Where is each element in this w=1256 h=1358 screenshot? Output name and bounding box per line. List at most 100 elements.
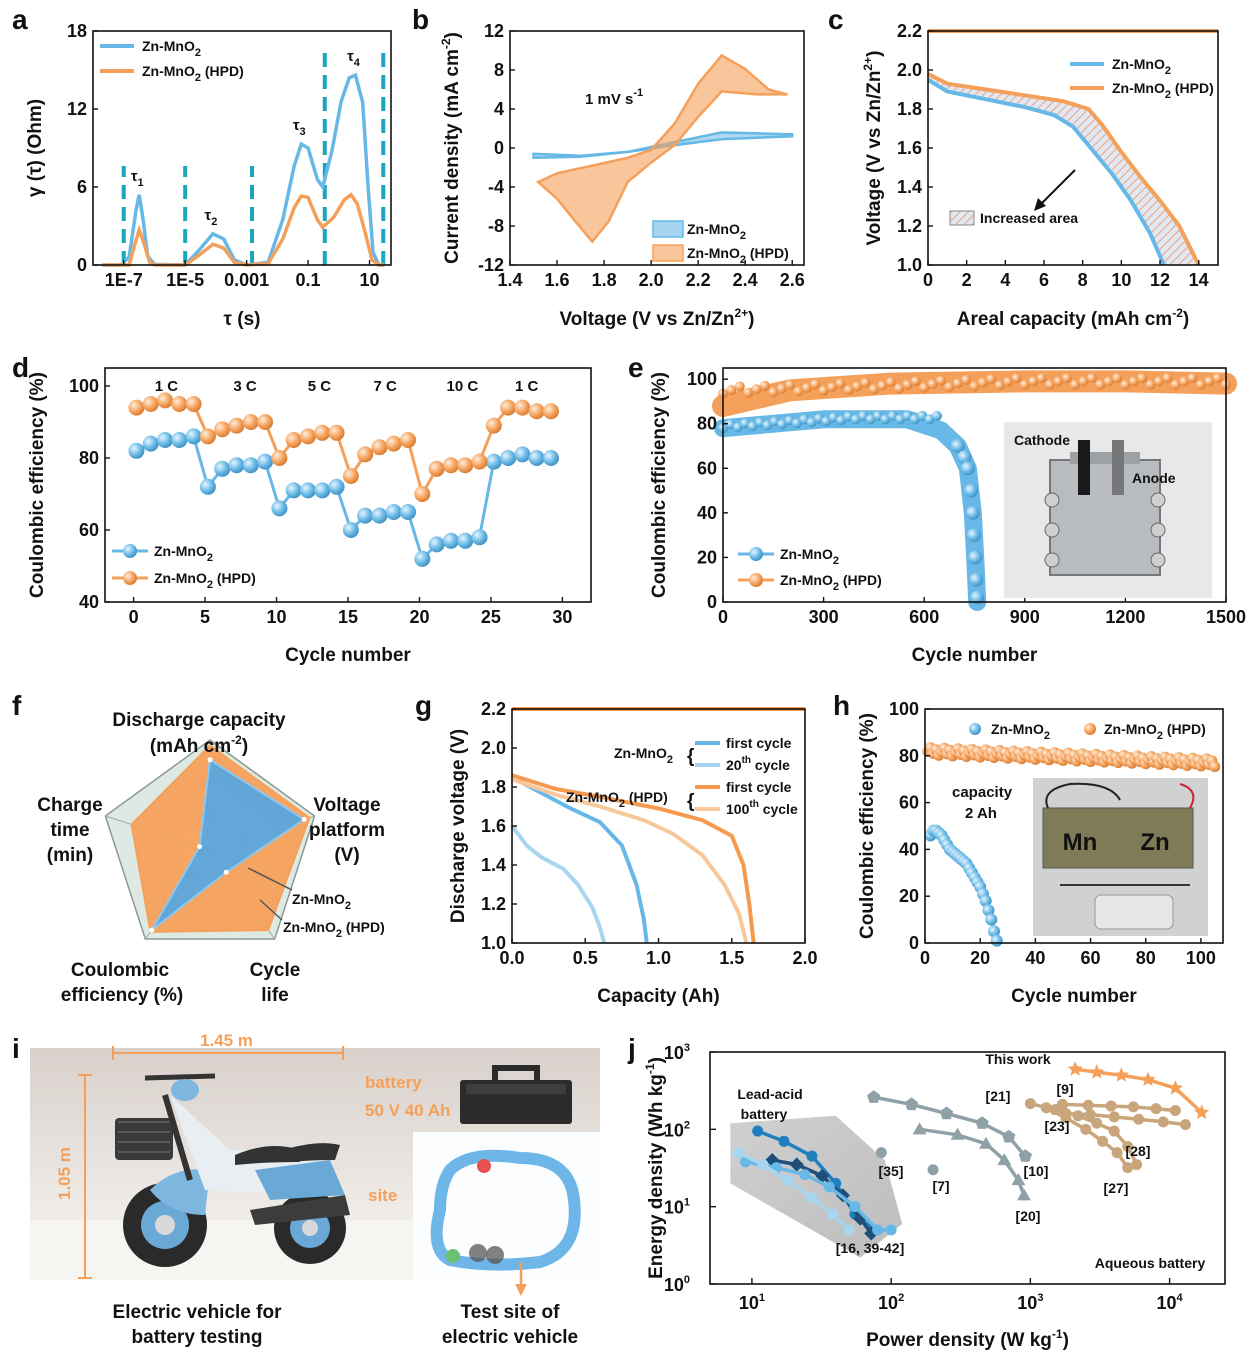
b-xtick-label: 1.4	[497, 270, 522, 290]
e-hpd-point	[885, 376, 896, 387]
d-plain-point	[371, 507, 388, 524]
j-point-diamond	[789, 1157, 804, 1172]
h-legend-hpd-marker	[1084, 723, 1096, 735]
a-axes-frame	[92, 30, 392, 266]
j-point-circle	[799, 1169, 811, 1181]
j-label-lead-acid-1: Lead-acid	[737, 1086, 802, 1102]
j-point-circle	[1024, 1098, 1036, 1110]
b-xtick-label: 2.6	[780, 270, 805, 290]
d-hpd-point	[385, 435, 402, 452]
caption-left-line2: battery testing	[132, 1327, 263, 1348]
h-wire-red	[1179, 783, 1195, 809]
b-series-hpd-loop	[535, 53, 788, 244]
j-point-circle	[875, 1147, 887, 1159]
e-hpd-point	[977, 377, 988, 388]
b-ytick-label: 0	[494, 138, 504, 158]
d-plain-point	[199, 478, 216, 495]
g-ytick-label: 2.0	[481, 738, 506, 758]
e-plain-point	[806, 417, 817, 428]
d-hpd-point	[128, 399, 145, 416]
e-inset-cathode: Cathode	[1014, 432, 1070, 448]
d-hpd-point	[271, 450, 288, 466]
h-xtick-label: 100	[1186, 948, 1216, 968]
j-point-pentagon	[1002, 1129, 1016, 1143]
d-legend-marker	[123, 571, 137, 585]
j-point-circle	[1084, 1109, 1096, 1121]
e-hpd-point	[1078, 376, 1089, 387]
a-xtick-label: 1E-5	[166, 270, 204, 290]
g-xtick-label: 0.5	[573, 948, 598, 968]
g-series-line-1	[510, 824, 607, 944]
g-xtick-label: 1.5	[719, 948, 744, 968]
e-cathode-plate	[1078, 440, 1090, 495]
b-legend-box	[652, 220, 684, 238]
h-plain-point	[987, 925, 1000, 938]
j-point-diamond	[815, 1168, 830, 1183]
j-point-circle	[872, 1224, 884, 1236]
g-legend-group-hpd: Zn-MnO2 (HPD)	[566, 789, 668, 810]
a-ytick-label: 0	[77, 255, 87, 275]
panel-j: 101 102 103 104 100 101 102 103 Power density (W…	[643, 1042, 1226, 1351]
e-hpd-point	[1153, 376, 1164, 387]
d-plain-point	[185, 428, 202, 445]
c-area-swatch	[949, 210, 975, 226]
j-point-circle	[823, 1181, 835, 1193]
e-hpd-point	[994, 380, 1005, 391]
c-ytick-label: 1.4	[897, 177, 922, 197]
g-legend-20th: 20th cycle	[726, 755, 790, 773]
e-hpd-point	[801, 382, 812, 393]
h-capacity-2: 2 Ah	[965, 805, 997, 822]
e-xtick-label: 1500	[1206, 607, 1246, 627]
c-legend-label: Zn-MnO2	[1112, 56, 1171, 77]
h-plain-point	[979, 894, 992, 907]
g-brace-hpd: {	[687, 791, 694, 812]
j-point-star	[1113, 1067, 1129, 1082]
a-ytick-label: 6	[77, 177, 87, 197]
h-ytick-label: 40	[899, 839, 919, 859]
d-rate-label: 5 C	[308, 378, 332, 395]
h-led-mn: Mn	[1063, 829, 1098, 856]
e-hpd-point	[1137, 373, 1148, 384]
e-bolt	[1150, 492, 1166, 508]
d-hpd-point	[257, 414, 274, 430]
e-hpd-point	[902, 379, 913, 390]
panel-letter-a: a	[12, 4, 28, 35]
a-xlabel: τ (s)	[224, 309, 261, 330]
e-legend-label: Zn-MnO2 (HPD)	[780, 572, 882, 593]
f-plain-vertex	[149, 927, 155, 933]
e-hpd-point	[877, 380, 888, 391]
e-hpd-point	[852, 381, 863, 392]
h-legend-hpd: Zn-MnO2 (HPD)	[1104, 721, 1206, 742]
caption-left-line1: Electric vehicle for	[113, 1302, 283, 1323]
d-plain-point	[242, 457, 259, 474]
d-plain-point	[157, 432, 174, 448]
a-ytick-label: 12	[67, 99, 87, 119]
d-hpd-point	[471, 453, 488, 470]
f-axis-cycle-2: life	[261, 985, 288, 1006]
e-hpd-point	[768, 387, 779, 398]
e-hpd-point	[818, 385, 829, 396]
h-inset-photo	[1033, 778, 1208, 936]
e-hpd-point	[826, 382, 837, 393]
battery-box-drawing	[460, 1065, 572, 1124]
e-hpd-point	[785, 379, 796, 390]
d-rate-label: 1 C	[155, 378, 179, 395]
j-point-circle	[843, 1224, 855, 1236]
j-xtick-label: 102	[878, 1292, 904, 1313]
e-legend-label: Zn-MnO2	[780, 546, 839, 567]
j-point-circle	[1111, 1147, 1123, 1159]
d-hpd-point	[428, 460, 445, 477]
e-plain-point	[791, 418, 802, 429]
j-point-pentagon	[1018, 1149, 1032, 1162]
panel-letter-i: i	[12, 1033, 20, 1064]
d-hpd-point	[457, 457, 474, 474]
f-axis-ce-2: efficiency (%)	[61, 985, 183, 1006]
j-ytick-label: 103	[664, 1042, 690, 1063]
e-plain-point	[931, 410, 942, 421]
f-pointer-plain	[247, 867, 293, 891]
h-ytick-label: 80	[899, 746, 919, 766]
e-hpd-point	[935, 375, 946, 386]
c-annotation-arrow	[1039, 169, 1076, 206]
c-xtick-label: 6	[1039, 270, 1049, 290]
e-legend-marker	[749, 573, 763, 587]
